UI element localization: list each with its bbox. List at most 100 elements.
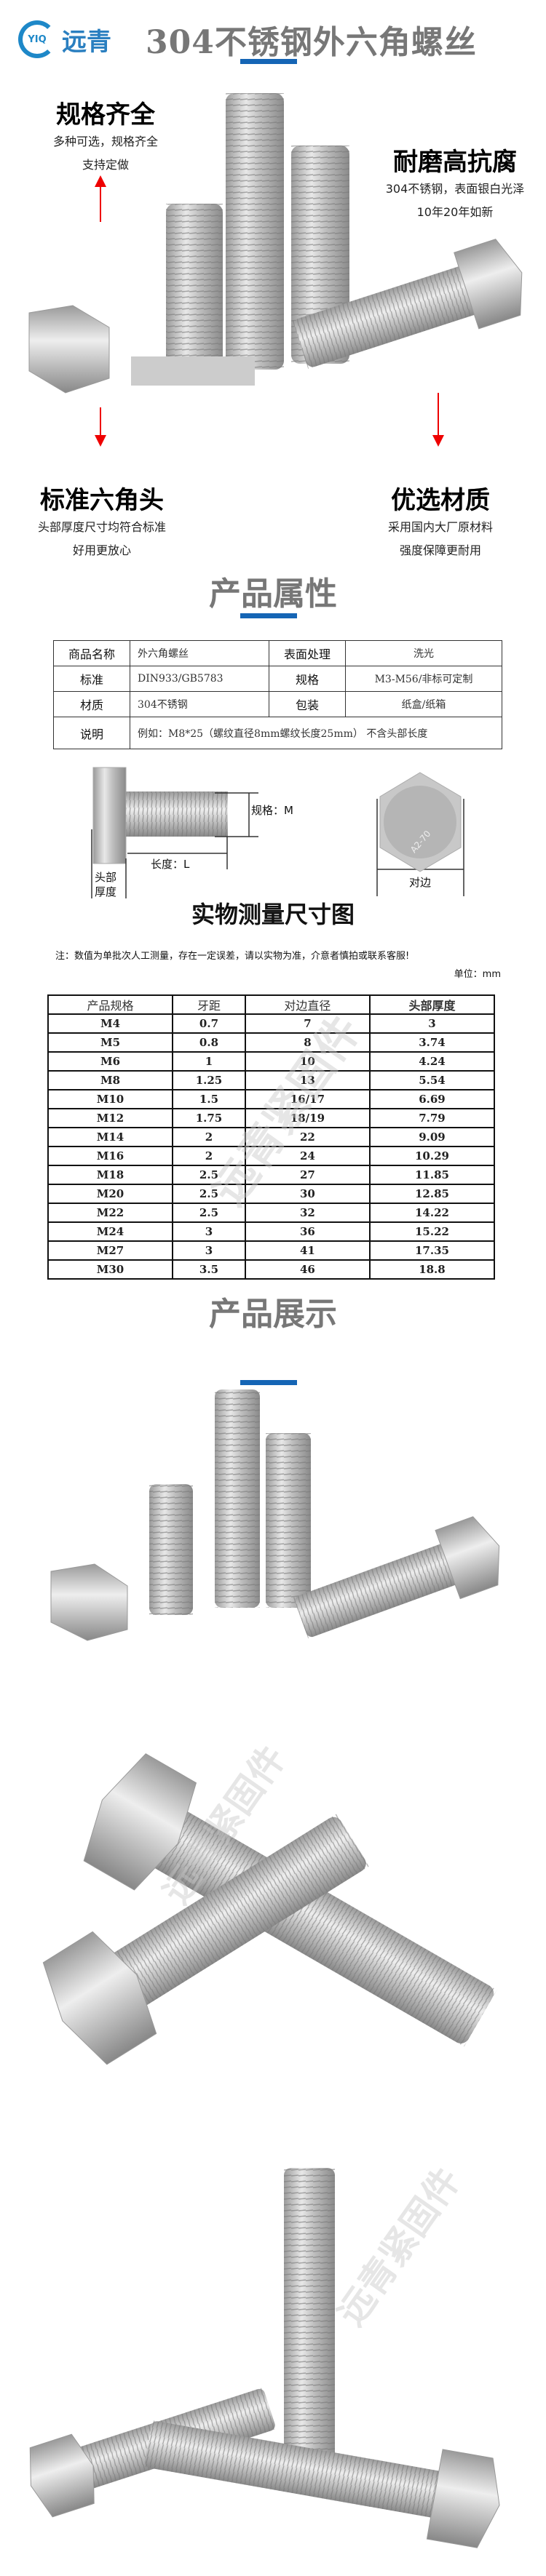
header-cell: 对边直径 <box>244 994 371 1015</box>
head-thickness-label: 头部厚度 <box>95 871 117 898</box>
cell: 1 <box>172 1051 246 1072</box>
cell: 材质 <box>53 691 130 717</box>
attributes-table: 商品名称 外六角螺丝 表面处理 洗光 标准 DIN933/GB5783 规格 M3-M56/… <box>53 640 502 749</box>
cell: 18/19 <box>244 1108 371 1128</box>
cell: 7 <box>244 1013 371 1034</box>
table-row: M20 2.5 30 12.85 <box>47 1184 496 1204</box>
cell: 例如：M8*25（螺纹直径8mm螺纹长度25mm） 不含头部长度 <box>130 717 502 749</box>
across-flats-label: 对边 <box>409 876 432 889</box>
cell: DIN933/GB5783 <box>129 666 270 692</box>
header-cell: 牙距 <box>172 994 246 1015</box>
cell: 8 <box>244 1032 371 1053</box>
feature-desc: 强度保障更耐用 <box>399 543 481 557</box>
cell: 27 <box>244 1165 371 1185</box>
cell: 24 <box>244 1146 371 1166</box>
feature-desc: 好用更放心 <box>72 543 131 557</box>
diagram-title: 实物测量尺寸图 <box>191 901 355 928</box>
unit-label: 单位：mm <box>454 969 501 980</box>
table-row: 标准 DIN933/GB5783 规格 M3-M56/非标可定制 <box>53 666 502 692</box>
cell: M10 <box>47 1089 174 1109</box>
cell: 3 <box>172 1240 246 1261</box>
dimension-diagram <box>91 767 464 898</box>
cell: M4 <box>47 1013 174 1034</box>
cell: 3.5 <box>172 1259 246 1280</box>
cell: 3.74 <box>368 1032 496 1053</box>
cell: M12 <box>47 1108 174 1128</box>
cell: M14 <box>47 1127 174 1147</box>
table-row: M27 3 41 17.35 <box>47 1240 496 1261</box>
table-row: 材质 304不锈钢 包装 纸盒/纸箱 <box>53 691 502 717</box>
product-photo-1 <box>50 1389 500 1641</box>
header-cell: 头部厚度 <box>368 994 496 1015</box>
table-row: M8 1.25 13 5.54 <box>47 1070 496 1090</box>
product-photo-2 <box>42 1753 497 2065</box>
cell: 5.54 <box>368 1070 496 1090</box>
cell: 36 <box>244 1221 371 1242</box>
cell: 说明 <box>53 717 130 749</box>
feature-spec-complete: 规格齐全 多种可选，规格齐全 支持定做 <box>40 95 171 177</box>
feature-title: 优选材质 <box>391 486 490 515</box>
cell: M5 <box>47 1032 174 1053</box>
cell: 22 <box>244 1127 371 1147</box>
table-row: 商品名称 外六角螺丝 表面处理 洗光 <box>53 640 502 666</box>
brand-name: 远青 <box>62 27 111 57</box>
table-row: M4 0.7 7 3 <box>47 1013 496 1034</box>
feature-desc: 头部厚度尺寸均符合标准 <box>37 520 166 534</box>
cell: 4.24 <box>368 1051 496 1072</box>
feature-material: 优选材质 采用国内大厂原材料 强度保障更耐用 <box>364 480 517 562</box>
cell: 外六角螺丝 <box>129 640 270 666</box>
cell: 1.5 <box>172 1089 246 1109</box>
feature-wear-resistant: 耐磨高抗腐 304不锈钢，表面银白光泽 10年20年如新 <box>368 142 542 224</box>
cell: 标准 <box>53 666 130 692</box>
section-title-showcase: 产品展示 <box>209 1296 337 1333</box>
table-row: M6 1 10 4.24 <box>47 1051 496 1072</box>
feature-desc: 10年20年如新 <box>416 205 494 219</box>
feature-desc: 304不锈钢，表面银白光泽 <box>385 182 525 196</box>
cell: 10.29 <box>368 1146 496 1166</box>
cell: 32 <box>244 1203 371 1223</box>
table-row: M12 1.75 18/19 7.79 <box>47 1108 496 1128</box>
cell: 18.8 <box>368 1259 496 1280</box>
cell: 304不锈钢 <box>129 691 270 717</box>
cell: 46 <box>244 1259 371 1280</box>
cell: 41 <box>244 1240 371 1261</box>
cell: 1.25 <box>172 1070 246 1090</box>
cell: 13 <box>244 1070 371 1090</box>
cell: 15.22 <box>368 1221 496 1242</box>
feature-desc: 采用国内大厂原材料 <box>387 520 493 534</box>
cell: 2.5 <box>172 1184 246 1204</box>
cell: M8 <box>47 1070 174 1090</box>
cell: 16/17 <box>244 1089 371 1109</box>
cell: 纸盒/纸箱 <box>345 691 502 717</box>
measure-table: 产品规格 牙距 对边直径 头部厚度 M4 0.7 7 3 M5 0.8 8 3.74 M6 1 10 4.2… <box>47 994 496 1280</box>
cell: M22 <box>47 1203 174 1223</box>
cell: M24 <box>47 1221 174 1242</box>
arrow-up-icon <box>95 175 106 222</box>
table-row: M10 1.5 16/17 6.69 <box>47 1089 496 1109</box>
cell: 11.85 <box>368 1165 496 1185</box>
section-underline <box>240 1380 297 1385</box>
cell: 2 <box>172 1127 246 1147</box>
section-title-attributes: 产品属性 <box>209 575 337 613</box>
cell: 12.85 <box>368 1184 496 1204</box>
feature-title: 耐磨高抗腐 <box>393 148 517 177</box>
table-row: 说明 例如：M8*25（螺纹直径8mm螺纹长度25mm） 不含头部长度 <box>53 717 502 749</box>
cell: M3-M56/非标可定制 <box>345 666 502 692</box>
arrow-down-icon <box>95 407 106 447</box>
section-underline <box>240 613 297 618</box>
cell: 6.69 <box>368 1089 496 1109</box>
cell: 1.75 <box>172 1108 246 1128</box>
logo-mark: YIQ <box>18 20 56 58</box>
cell: 2.5 <box>172 1165 246 1185</box>
cell: M27 <box>47 1240 174 1261</box>
cell: 10 <box>244 1051 371 1072</box>
hero-bolts-image <box>28 93 523 394</box>
title-underline <box>240 59 297 64</box>
cell: 表面处理 <box>269 640 347 666</box>
table-row: M24 3 36 15.22 <box>47 1221 496 1242</box>
cell: 3 <box>172 1221 246 1242</box>
table-row: M14 2 22 9.09 <box>47 1127 496 1147</box>
table-row: M16 2 24 10.29 <box>47 1146 496 1166</box>
cell: 包装 <box>269 691 347 717</box>
feature-standard-head: 标准六角头 头部厚度尺寸均符合标准 好用更放心 <box>18 480 186 562</box>
